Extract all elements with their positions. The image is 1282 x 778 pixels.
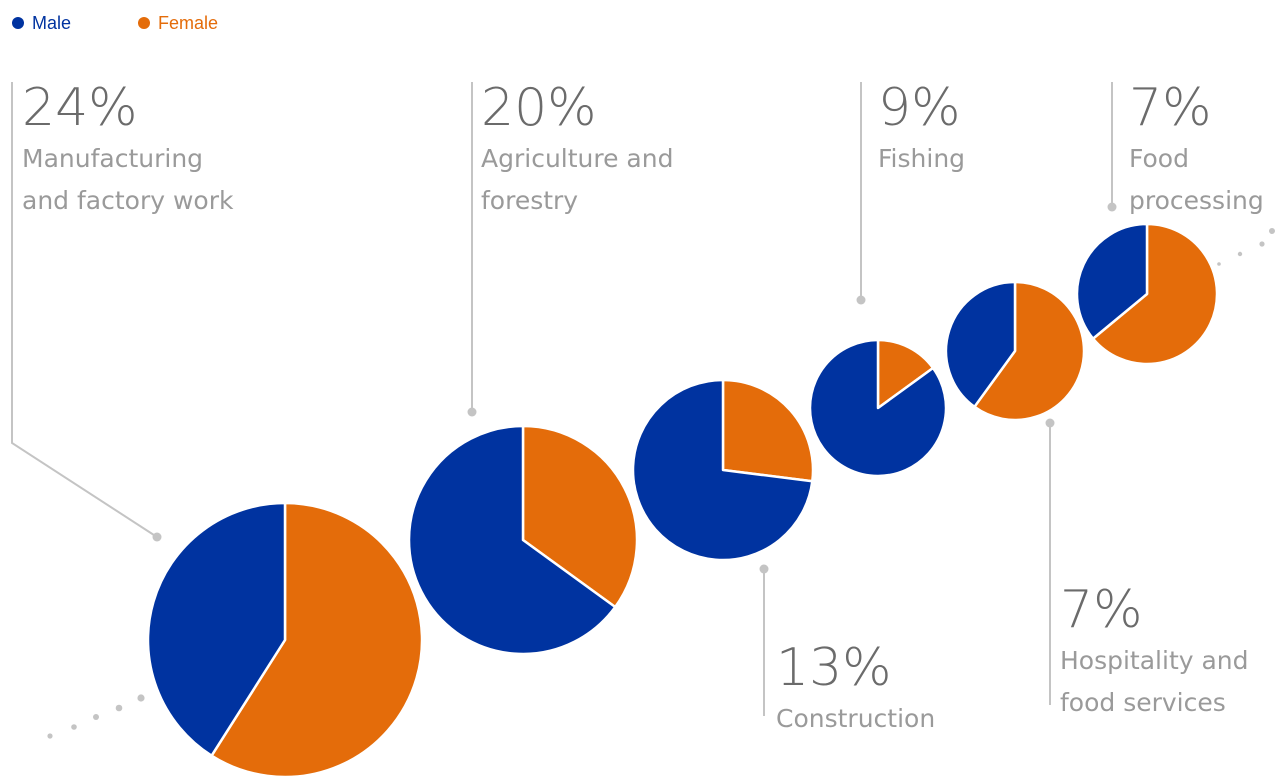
category-label-3: Construction: [776, 704, 935, 733]
trail-dot: [93, 714, 99, 720]
leader-lines: [11, 82, 1117, 716]
leader-dot-6: [1107, 202, 1117, 212]
leader-dot-2: [467, 407, 477, 417]
pie-slice-female: [721, 378, 815, 483]
leader-dot-1: [152, 532, 162, 542]
category-label-2: forestry: [481, 186, 578, 215]
pie-slice-female: [210, 501, 424, 778]
share-label-2: 20%: [481, 78, 597, 138]
pie-slice-male: [407, 424, 617, 656]
pie-slice-male: [944, 280, 1017, 409]
pie-slice-female: [521, 424, 639, 609]
pie-charts: [146, 222, 1219, 778]
pie-slice-male: [808, 338, 948, 478]
pie-slice-male: [146, 501, 287, 757]
category-label-5: food services: [1060, 688, 1226, 717]
trail-dot: [137, 694, 145, 702]
legend: Male Female: [12, 13, 218, 33]
leader-dot-4: [856, 295, 866, 305]
legend-label-female: Female: [158, 13, 218, 33]
pie-slice-female: [1091, 222, 1219, 366]
trail-dot: [1217, 262, 1221, 266]
trail-dot: [115, 704, 123, 712]
category-labels: 24% Manufacturing and factory work 20% Agric…: [22, 78, 1264, 733]
legend-marker-female: [138, 17, 150, 29]
pie-4: [808, 338, 948, 478]
pie-slice-male: [1075, 222, 1149, 340]
category-label-2: Agriculture and: [481, 144, 673, 173]
share-label-1: 24%: [22, 78, 138, 138]
leader-dot-3: [759, 564, 769, 574]
category-label-1: Manufacturing: [22, 144, 203, 173]
pie-3: [631, 378, 815, 562]
pie-slice-male: [631, 378, 814, 562]
trail-dot: [1269, 228, 1275, 234]
category-label-6: processing: [1129, 186, 1264, 215]
leader-dot-5: [1045, 418, 1055, 428]
share-label-3: 13%: [776, 638, 892, 698]
category-label-4: Fishing: [878, 144, 965, 173]
share-label-6: 7%: [1129, 78, 1212, 138]
pie-2: [407, 424, 639, 656]
trail-dot: [71, 724, 77, 730]
pie-1: [146, 501, 424, 778]
trail-dot: [1237, 251, 1243, 257]
category-label-5: Hospitality and: [1060, 646, 1249, 675]
pie-slice-female: [973, 280, 1086, 422]
category-label-6: Food: [1129, 144, 1189, 173]
share-label-5: 7%: [1060, 580, 1143, 640]
pie-slice-female: [876, 338, 935, 410]
legend-label-male: Male: [32, 13, 71, 33]
pie-6: [1075, 222, 1219, 366]
leader-line-1: [11, 82, 158, 538]
trail-dot: [47, 733, 53, 739]
decorative-dots: [47, 228, 1275, 739]
trail-dot: [1259, 241, 1265, 247]
legend-marker-male: [12, 17, 24, 29]
pie-5: [944, 280, 1086, 422]
category-label-1: and factory work: [22, 186, 234, 215]
share-label-4: 9%: [878, 78, 961, 138]
